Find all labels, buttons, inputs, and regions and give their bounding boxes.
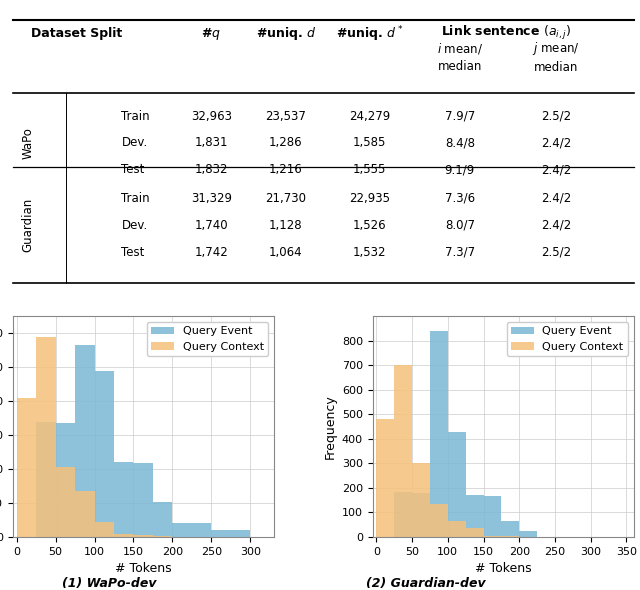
Bar — [430, 331, 448, 537]
Text: 2.4/2: 2.4/2 — [541, 163, 571, 176]
Text: 2.4/2: 2.4/2 — [541, 136, 571, 149]
Text: 1,216: 1,216 — [269, 163, 303, 176]
Bar — [153, 502, 172, 537]
Text: 32,963: 32,963 — [191, 110, 232, 123]
Text: 22,935: 22,935 — [349, 192, 390, 205]
Bar — [36, 337, 56, 537]
Bar — [412, 493, 430, 537]
Text: 7.3/6: 7.3/6 — [445, 192, 475, 205]
Text: 1,832: 1,832 — [195, 163, 228, 176]
Bar — [484, 497, 501, 537]
Text: 1,064: 1,064 — [269, 245, 303, 258]
Text: 31,329: 31,329 — [191, 192, 232, 205]
Bar — [211, 530, 231, 537]
Bar — [448, 521, 466, 537]
Text: 1,532: 1,532 — [353, 245, 387, 258]
Text: 1,740: 1,740 — [195, 219, 228, 232]
Bar — [172, 523, 192, 537]
Bar — [394, 491, 412, 537]
Bar — [192, 523, 211, 537]
Bar — [448, 432, 466, 537]
Bar — [466, 495, 484, 537]
Bar — [394, 365, 412, 537]
Bar — [466, 528, 484, 537]
Bar — [95, 371, 114, 537]
Text: Dev.: Dev. — [122, 219, 148, 232]
Bar — [56, 423, 75, 537]
Text: Guardian: Guardian — [22, 198, 35, 253]
Text: 7.9/7: 7.9/7 — [445, 110, 475, 123]
Text: Dataset Split: Dataset Split — [31, 27, 123, 40]
Text: 2.4/2: 2.4/2 — [541, 192, 571, 205]
Bar — [430, 504, 448, 537]
Text: 7.3/7: 7.3/7 — [445, 245, 475, 258]
Bar — [134, 463, 153, 537]
Bar — [484, 536, 501, 537]
Text: 9.1/9: 9.1/9 — [445, 163, 475, 176]
Bar — [36, 422, 56, 537]
Text: Train: Train — [122, 192, 150, 205]
Text: 1,128: 1,128 — [269, 219, 303, 232]
Text: #uniq. $d$: #uniq. $d$ — [255, 25, 316, 42]
Text: Link sentence $(a_{i,j})$: Link sentence $(a_{i,j})$ — [441, 24, 572, 41]
Bar — [114, 463, 134, 537]
Text: $j$ mean/
median: $j$ mean/ median — [532, 40, 580, 74]
Text: 1,831: 1,831 — [195, 136, 228, 149]
Bar — [231, 530, 250, 537]
Text: 2.5/2: 2.5/2 — [541, 245, 571, 258]
X-axis label: # Tokens: # Tokens — [115, 562, 172, 575]
Text: 1,286: 1,286 — [269, 136, 303, 149]
Text: 23,537: 23,537 — [266, 110, 307, 123]
Text: $i$ mean/
median: $i$ mean/ median — [436, 41, 483, 73]
Bar — [412, 463, 430, 537]
Text: WaPo: WaPo — [22, 127, 35, 159]
Y-axis label: Frequency: Frequency — [323, 394, 337, 459]
Text: 8.0/7: 8.0/7 — [445, 219, 475, 232]
Text: 8.4/8: 8.4/8 — [445, 136, 475, 149]
Text: 2.5/2: 2.5/2 — [541, 110, 571, 123]
Text: #uniq. $d^*$: #uniq. $d^*$ — [336, 24, 403, 44]
Text: (1) WaPo-dev: (1) WaPo-dev — [61, 577, 156, 590]
Bar — [75, 491, 95, 537]
Legend: Query Event, Query Context: Query Event, Query Context — [147, 322, 268, 356]
Bar — [519, 531, 537, 537]
Bar — [95, 522, 114, 537]
Text: 2.4/2: 2.4/2 — [541, 219, 571, 232]
Text: Train: Train — [122, 110, 150, 123]
Bar — [75, 345, 95, 537]
Bar — [153, 536, 172, 537]
Bar — [134, 535, 153, 537]
Text: 1,585: 1,585 — [353, 136, 387, 149]
Bar — [501, 521, 519, 537]
Text: Test: Test — [122, 245, 145, 258]
Text: 21,730: 21,730 — [266, 192, 307, 205]
Text: #$q$: #$q$ — [202, 26, 221, 42]
Text: Dev.: Dev. — [122, 136, 148, 149]
Text: 1,742: 1,742 — [195, 245, 228, 258]
Text: 1,526: 1,526 — [353, 219, 387, 232]
Bar — [376, 419, 394, 537]
Text: 1,555: 1,555 — [353, 163, 387, 176]
Bar — [17, 398, 36, 537]
Legend: Query Event, Query Context: Query Event, Query Context — [507, 322, 628, 356]
Text: Test: Test — [122, 163, 145, 176]
X-axis label: # Tokens: # Tokens — [475, 562, 531, 575]
Bar — [114, 533, 134, 537]
Text: 24,279: 24,279 — [349, 110, 390, 123]
Bar — [56, 467, 75, 537]
Text: (2) Guardian-dev: (2) Guardian-dev — [366, 577, 485, 590]
